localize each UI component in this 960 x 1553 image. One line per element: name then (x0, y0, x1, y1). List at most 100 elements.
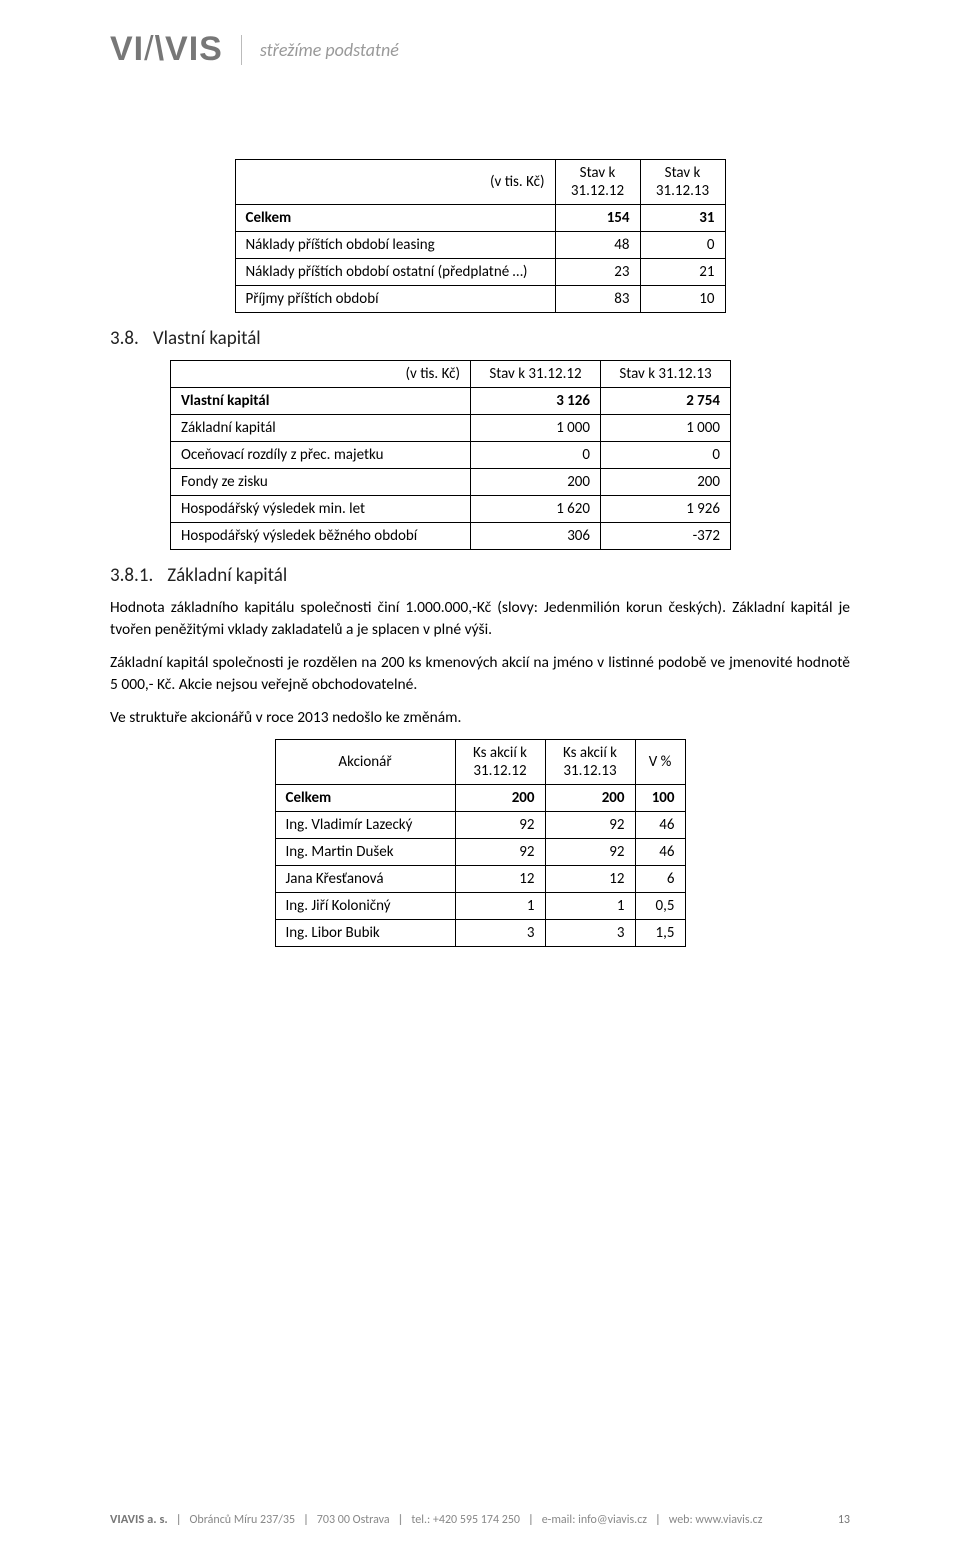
section-title: Vlastní kapitál (153, 327, 261, 350)
row-label: Ing. Vladimír Lazecký (275, 812, 455, 839)
row-label: Celkem (275, 785, 455, 812)
row-value: 92 (545, 812, 635, 839)
row-label: Náklady příštích období ostatní (předpla… (235, 259, 555, 286)
logo: VI/\VIS (110, 30, 223, 69)
tagline: střežíme podstatné (260, 39, 399, 61)
row-value: 0 (471, 442, 601, 469)
row-value: -372 (601, 523, 731, 550)
table-row: Oceňovací rozdíly z přec. majetku00 (171, 442, 731, 469)
row-value: 92 (545, 839, 635, 866)
unit-label: (v tis. Kč) (235, 160, 555, 205)
row-label: Hospodářský výsledek min. let (171, 496, 471, 523)
footer-company: VIAVIS a. s. (110, 1512, 168, 1527)
table-row: Ing. Martin Dušek929246 (275, 839, 685, 866)
col-header-1: Ks akcií k 31.12.12 (455, 740, 545, 785)
row-value: 21 (640, 259, 725, 286)
section-number: 3.8. (110, 327, 139, 350)
row-value: 46 (635, 812, 685, 839)
row-label: Ing. Libor Bubik (275, 920, 455, 947)
row-value: 0 (640, 232, 725, 259)
row-value: 100 (635, 785, 685, 812)
row-value: 1 926 (601, 496, 731, 523)
row-label: Celkem (235, 205, 555, 232)
footer-addr2: 703 00 Ostrava (317, 1513, 390, 1527)
table-row: Vlastní kapitál3 1262 754 (171, 388, 731, 415)
page-footer: VIAVIS a. s. | Obránců Míru 237/35 | 703… (110, 1512, 850, 1527)
row-value: 92 (455, 839, 545, 866)
row-value: 10 (640, 286, 725, 313)
table-shareholders: Akcionář Ks akcií k 31.12.12 Ks akcií k … (275, 739, 686, 947)
table-own-capital: (v tis. Kč) Stav k 31.12.12 Stav k 31.12… (170, 360, 731, 550)
section-number: 3.8.1. (110, 564, 153, 587)
section-heading-38: 3.8. Vlastní kapitál (110, 327, 850, 350)
row-value: 1,5 (635, 920, 685, 947)
row-label: Příjmy příštích období (235, 286, 555, 313)
row-value: 3 (455, 920, 545, 947)
row-value: 200 (545, 785, 635, 812)
row-value: 31 (640, 205, 725, 232)
row-value: 0 (601, 442, 731, 469)
footer-divider: | (398, 1513, 404, 1527)
col-header-2: Ks akcií k 31.12.13 (545, 740, 635, 785)
table-row: Hospodářský výsledek běžného období306-3… (171, 523, 731, 550)
unit-label: (v tis. Kč) (171, 361, 471, 388)
paragraph-2: Základní kapitál společnosti je rozdělen… (110, 652, 850, 697)
row-value: 1 000 (471, 415, 601, 442)
row-value: 3 (545, 920, 635, 947)
paragraph-3: Ve struktuře akcionářů v roce 2013 nedoš… (110, 707, 850, 729)
row-label: Základní kapitál (171, 415, 471, 442)
footer-divider: | (176, 1513, 182, 1527)
footer-tel: tel.: +420 595 174 250 (411, 1513, 520, 1527)
page-header: VI/\VIS střežíme podstatné (110, 30, 850, 69)
col-header-2: Stav k 31.12.13 (640, 160, 725, 205)
footer-email: e-mail: info@viavis.cz (542, 1513, 647, 1527)
row-value: 200 (601, 469, 731, 496)
row-label: Hospodářský výsledek běžného období (171, 523, 471, 550)
table-row: Ing. Vladimír Lazecký929246 (275, 812, 685, 839)
row-value: 200 (471, 469, 601, 496)
row-value: 1 (545, 893, 635, 920)
row-value: 12 (455, 866, 545, 893)
footer-divider: | (528, 1513, 534, 1527)
row-label: Ing. Martin Dušek (275, 839, 455, 866)
row-value: 306 (471, 523, 601, 550)
table-row: Ing. Jiří Koloničný110,5 (275, 893, 685, 920)
footer-divider: | (303, 1513, 309, 1527)
row-label: Vlastní kapitál (171, 388, 471, 415)
row-value: 46 (635, 839, 685, 866)
row-value: 154 (555, 205, 640, 232)
footer-web: web: www.viavis.cz (669, 1513, 763, 1527)
row-value: 1 620 (471, 496, 601, 523)
row-value: 200 (455, 785, 545, 812)
table-row: Hospodářský výsledek min. let1 6201 926 (171, 496, 731, 523)
table-row: Náklady příštích období leasing480 (235, 232, 725, 259)
row-value: 92 (455, 812, 545, 839)
header-divider (241, 35, 242, 65)
row-value: 3 126 (471, 388, 601, 415)
col-header-3: V % (635, 740, 685, 785)
page-number: 13 (838, 1513, 850, 1527)
row-value: 83 (555, 286, 640, 313)
row-value: 23 (555, 259, 640, 286)
section-title: Základní kapitál (167, 564, 287, 587)
row-value: 0,5 (635, 893, 685, 920)
table-row: Celkem200200100 (275, 785, 685, 812)
table-row: Celkem15431 (235, 205, 725, 232)
table-row: Příjmy příštích období8310 (235, 286, 725, 313)
row-label: Náklady příštích období leasing (235, 232, 555, 259)
row-value: 2 754 (601, 388, 731, 415)
col-header-1: Stav k 31.12.12 (555, 160, 640, 205)
footer-divider: | (655, 1513, 661, 1527)
row-label: Fondy ze zisku (171, 469, 471, 496)
footer-addr1: Obránců Míru 237/35 (189, 1513, 295, 1527)
paragraph-1: Hodnota základního kapitálu společnosti … (110, 597, 850, 642)
row-label: Jana Křesťanová (275, 866, 455, 893)
table-row: Ing. Libor Bubik331,5 (275, 920, 685, 947)
table-row: Jana Křesťanová12126 (275, 866, 685, 893)
col-header-0: Akcionář (275, 740, 455, 785)
col-header-1: Stav k 31.12.12 (471, 361, 601, 388)
row-value: 1 (455, 893, 545, 920)
section-heading-381: 3.8.1. Základní kapitál (110, 564, 850, 587)
table-row: Základní kapitál1 0001 000 (171, 415, 731, 442)
table-row: Fondy ze zisku200200 (171, 469, 731, 496)
